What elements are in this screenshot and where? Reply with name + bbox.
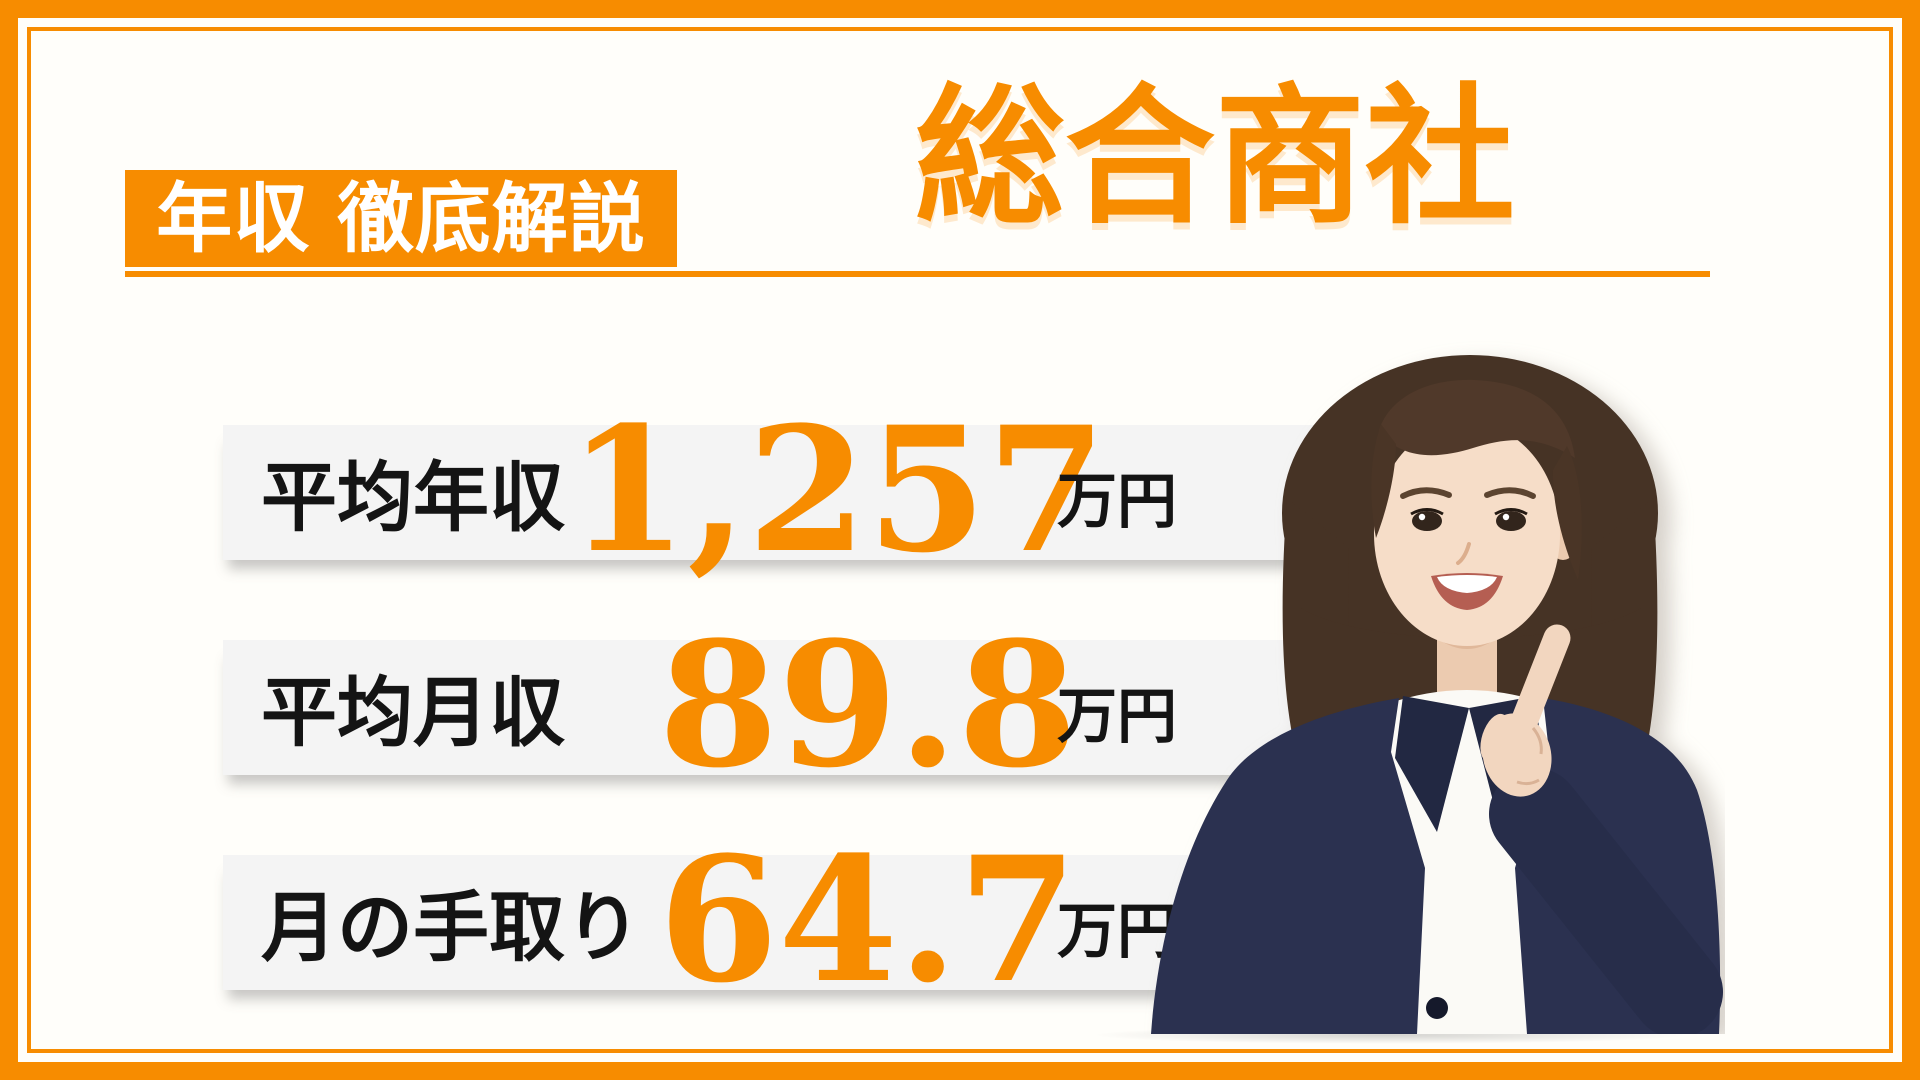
stat-value: 89.8 xyxy=(658,603,1078,806)
presenter-photo-woman-pointing xyxy=(1065,308,1725,1034)
pointing-hand xyxy=(1480,624,1571,797)
face-features xyxy=(1400,487,1536,610)
stat-row-monthly-income: 平均月収 89.8 万円 xyxy=(223,619,1390,791)
title-underline xyxy=(125,271,1710,277)
stat-value: 1,257 xyxy=(567,388,1107,591)
topic-badge: 年収 徹底解説 xyxy=(125,170,677,267)
stat-label: 平均年収 xyxy=(261,453,565,542)
stat-unit: 万円 xyxy=(1057,467,1177,537)
stat-value: 64.7 xyxy=(658,818,1078,1021)
hair-bangs xyxy=(1371,379,1582,580)
stat-unit: 万円 xyxy=(1057,682,1177,752)
stat-unit: 万円 xyxy=(1057,897,1177,967)
stat-row-annual-income: 平均年収 1,257 万円 xyxy=(223,404,1390,576)
stat-label: 月の手取り xyxy=(261,883,641,972)
stat-label: 平均月収 xyxy=(261,668,565,757)
page-title: 総合商社 xyxy=(914,69,1516,245)
